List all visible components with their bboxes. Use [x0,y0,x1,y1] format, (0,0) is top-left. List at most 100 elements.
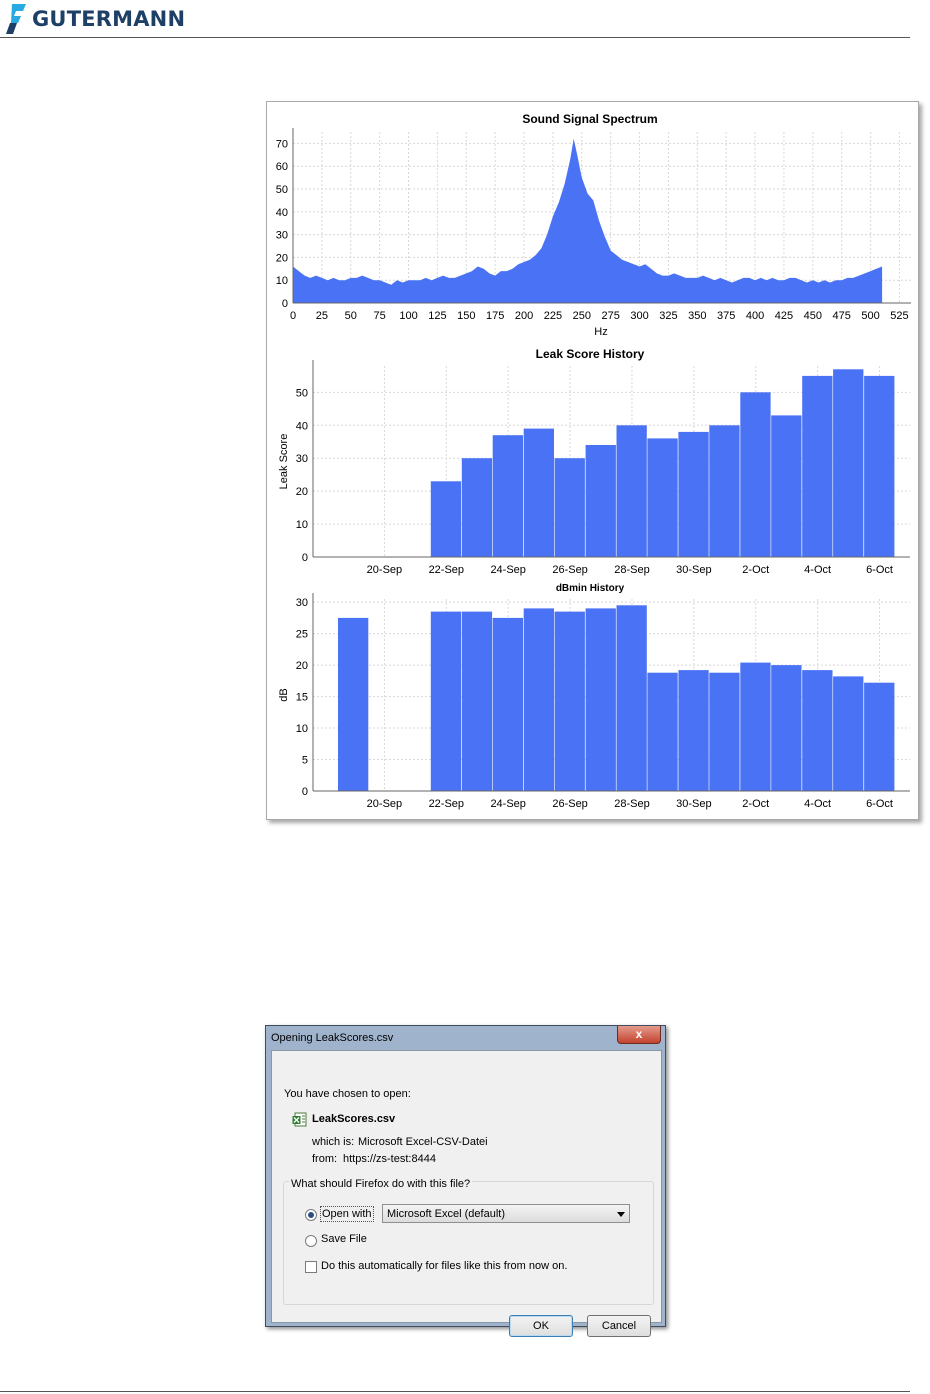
leak-score-title: Leak Score History [536,347,645,361]
spectrum-area [293,138,883,303]
dialog-body: You have chosen to open: LeakScores.csv … [271,1050,662,1337]
dbmin-bar [492,617,523,791]
spectrum-title: Sound Signal Spectrum [522,112,657,126]
footer-divider [0,1391,910,1392]
dbmin-y-axis-label: dB [278,688,290,701]
leak-score-bar [554,458,585,557]
spectrum-x-tick-label: 400 [746,310,764,322]
gutermann-logo: GUTERMANN [4,2,185,36]
spectrum-x-tick-label: 300 [630,310,648,322]
leak-score-bar [771,415,802,557]
spectrum-x-tick-label: 500 [861,310,879,322]
open-with-radio[interactable] [305,1209,317,1221]
leak-score-bar [709,425,740,557]
close-button[interactable]: x [617,1026,661,1044]
auto-checkbox[interactable] [305,1261,317,1273]
dbmin-bar [740,662,771,791]
spectrum-x-tick-label: 225 [544,310,562,322]
spectrum-x-axis-label: Hz [594,326,607,338]
dbmin-title: dBmin History [556,583,625,594]
leak-score-x-tick-label: 2-Oct [742,564,769,576]
dbmin-y-tick-label: 5 [302,755,308,767]
spectrum-y-tick-label: 0 [282,298,288,310]
leak-score-bar [616,425,647,557]
save-file-radio[interactable] [305,1235,317,1247]
brand-name: GUTERMANN [32,7,186,31]
spectrum-x-tick-label: 0 [290,310,296,322]
spectrum-x-tick-label: 150 [457,310,475,322]
leak-score-bar [833,369,864,557]
spectrum-y-tick-label: 10 [276,275,288,287]
spectrum-x-tick-label: 425 [775,310,793,322]
spectrum-x-tick-label: 350 [688,310,706,322]
leak-score-y-tick-label: 40 [296,420,308,432]
close-icon: x [635,1027,643,1041]
dbmin-y-tick-label: 0 [302,786,308,798]
dbmin-bar [771,665,802,791]
dialog-title: Opening LeakScores.csv [271,1032,394,1044]
spectrum-x-tick-label: 125 [428,310,446,322]
leak-score-x-tick-label: 4-Oct [804,564,831,576]
dbmin-y-tick-label: 25 [296,629,308,641]
spectrum-y-tick-label: 30 [276,230,288,242]
leak-score-y-tick-label: 0 [302,552,308,564]
spectrum-y-tick-label: 50 [276,184,288,196]
spectrum-x-tick-label: 375 [717,310,735,322]
dbmin-x-tick-label: 6-Oct [866,798,893,810]
dbmin-bar [430,611,462,791]
spectrum-x-tick-label: 175 [486,310,504,322]
save-file-label[interactable]: Save File [321,1233,367,1245]
spectrum-y-tick-label: 20 [276,252,288,264]
action-question: What should Firefox do with this file? [289,1178,473,1190]
dbmin-bar [802,670,833,791]
dbmin-bar [647,672,678,791]
spectrum-x-tick-label: 75 [374,310,386,322]
dbmin-y-tick-label: 15 [296,692,308,704]
open-with-label[interactable]: Open with [320,1206,374,1222]
ok-button[interactable]: OK [509,1315,573,1337]
file-name: LeakScores.csv [312,1113,396,1125]
dbmin-y-tick-label: 20 [296,660,308,672]
charts-panel: Sound Signal Spectrum 0 25 50 75 100 125 150 175… [266,101,919,820]
leak-score-bar [647,438,678,557]
dbmin-x-tick-label: 20-Sep [367,798,402,810]
dbmin-y-tick-label: 30 [296,597,308,609]
dbmin-x-tick-label: 2-Oct [742,798,769,810]
leak-score-bar [864,375,895,557]
dbmin-y-tick-label: 10 [296,723,308,735]
header-divider [0,37,910,38]
spectrum-x-tick-label: 250 [573,310,591,322]
chevron-down-icon [617,1212,625,1217]
which-is-value: Microsoft Excel-CSV-Datei [358,1136,488,1148]
from-label: from: [312,1153,338,1165]
dbmin-x-tick-label: 4-Oct [804,798,831,810]
leak-score-bar [461,458,493,557]
spectrum-x-tick-label: 25 [316,310,328,322]
leak-score-x-tick-label: 30-Sep [676,564,711,576]
leak-score-bar [430,481,462,557]
excel-file-icon [292,1112,307,1127]
spectrum-y-tick-label: 70 [276,138,288,150]
leak-score-bar [585,445,616,557]
gutermann-logo-icon [6,4,26,34]
which-is-label: which is: [312,1136,355,1148]
dbmin-x-tick-label: 24-Sep [490,798,525,810]
leak-score-x-tick-label: 28-Sep [614,564,649,576]
leak-score-x-tick-label: 20-Sep [367,564,402,576]
application-select-value: Microsoft Excel (default) [387,1208,505,1220]
leak-score-y-tick-label: 30 [296,453,308,465]
leak-score-x-tick-label: 22-Sep [429,564,464,576]
leak-score-bar [802,375,833,557]
cancel-button[interactable]: Cancel [587,1315,651,1337]
application-select[interactable]: Microsoft Excel (default) [382,1204,630,1223]
dbmin-x-tick-label: 26-Sep [552,798,587,810]
dbmin-bar [554,611,585,791]
spectrum-x-tick-label: 525 [890,310,908,322]
auto-label[interactable]: Do this automatically for files like thi… [321,1260,568,1272]
dbmin-bar [461,611,493,791]
spectrum-x-tick-label: 100 [399,310,417,322]
dbmin-x-tick-label: 22-Sep [429,798,464,810]
dbmin-bar [585,608,616,791]
from-value: https://zs-test:8444 [343,1153,436,1165]
